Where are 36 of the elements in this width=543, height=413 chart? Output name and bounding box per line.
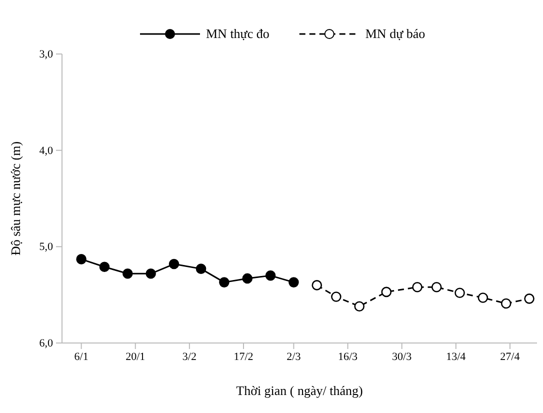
x-tick-label: 27/4 [500,350,520,363]
x-tick-label: 16/3 [338,350,358,363]
point [524,294,534,304]
point [331,292,342,302]
y-tick-label: 5,0 [39,241,54,254]
legend-label: MN thực đo [206,26,270,41]
point [500,298,512,309]
x-tick-label: 2/3 [286,350,302,363]
x-tick-label: 3/2 [182,350,196,363]
point [219,277,230,288]
legend-entry: MN thực đo [140,26,270,41]
point [412,282,422,292]
y-tick-label: 6,0 [39,338,54,350]
point [431,282,442,292]
point [242,273,253,284]
x-tick-label: 20/1 [126,350,146,363]
y-axis-title: Độ sâu mực nước (m) [8,141,23,256]
point [99,262,110,272]
y-tick-label: 3,0 [39,48,54,61]
y-tick-label: 4,0 [39,144,54,157]
point [478,292,488,303]
point [454,288,465,298]
x-tick-label: 13/4 [446,350,466,363]
point [381,286,392,298]
point [354,301,365,312]
point [122,268,133,279]
x-axis-title: Thời gian ( ngày/ tháng) [236,383,363,398]
point [196,264,206,274]
x-tick-label: 6/1 [74,350,88,363]
x-tick-label: 30/3 [392,350,412,363]
point [168,258,180,270]
legend-label: MN dự báo [365,26,426,41]
legend-entry: MN dự báo [299,26,426,41]
point [146,268,156,279]
point [76,254,86,264]
x-tick-label: 17/2 [234,350,254,363]
